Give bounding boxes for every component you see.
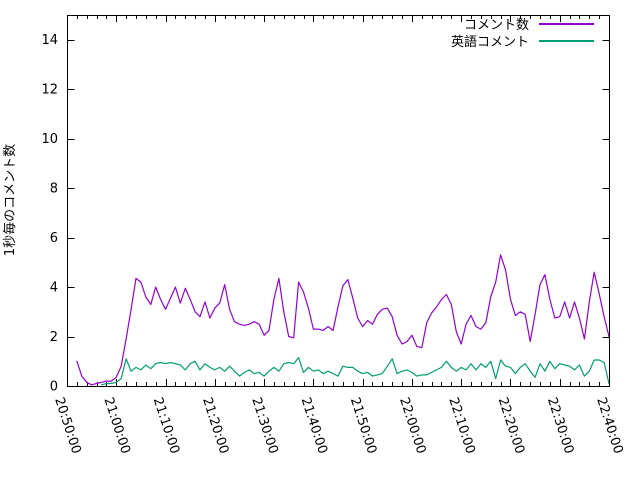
x-tick-label: 21:10:00 (150, 396, 182, 456)
y-tick-label: 14 (41, 33, 58, 48)
legend-item-comments: コメント数 (451, 15, 594, 33)
legend-line-sample-english-comments (539, 39, 594, 42)
x-tick-label: 22:40:00 (593, 396, 625, 456)
y-axis-title: 1秒毎のコメント数 (2, 144, 18, 256)
x-tick-label: 22:00:00 (396, 396, 428, 456)
y-tick-label: 2 (50, 330, 58, 345)
plot-border (67, 15, 610, 387)
y-tick-label: 4 (50, 281, 58, 296)
legend-label-comments: コメント数 (463, 18, 529, 33)
x-tick-label: 21:00:00 (100, 396, 132, 456)
x-tick-label: 22:30:00 (544, 396, 576, 456)
x-tick-label: 20:50:00 (51, 396, 83, 456)
y-tick-label: 8 (50, 182, 58, 197)
x-tick-label: 22:10:00 (445, 396, 477, 456)
x-tick-label: 22:20:00 (495, 396, 527, 456)
chart-legend: コメント数 英語コメント (450, 15, 594, 50)
x-tick-label: 21:50:00 (347, 396, 379, 456)
x-tick-label: 21:20:00 (199, 396, 231, 456)
y-tick-label: 10 (41, 132, 58, 147)
legend-line-sample-comments (539, 22, 594, 25)
series-line-comments (76, 254, 610, 386)
y-tick-label: 6 (50, 231, 58, 246)
x-tick-label: 21:30:00 (248, 396, 280, 456)
x-tick-label: 21:40:00 (298, 396, 330, 456)
series-line-english-comments (100, 357, 610, 386)
y-tick-label: 0 (50, 380, 58, 395)
y-tick-label: 12 (41, 83, 58, 98)
legend-item-english-comments: 英語コメント (450, 32, 594, 50)
legend-label-english-comments: 英語コメント (450, 35, 529, 50)
